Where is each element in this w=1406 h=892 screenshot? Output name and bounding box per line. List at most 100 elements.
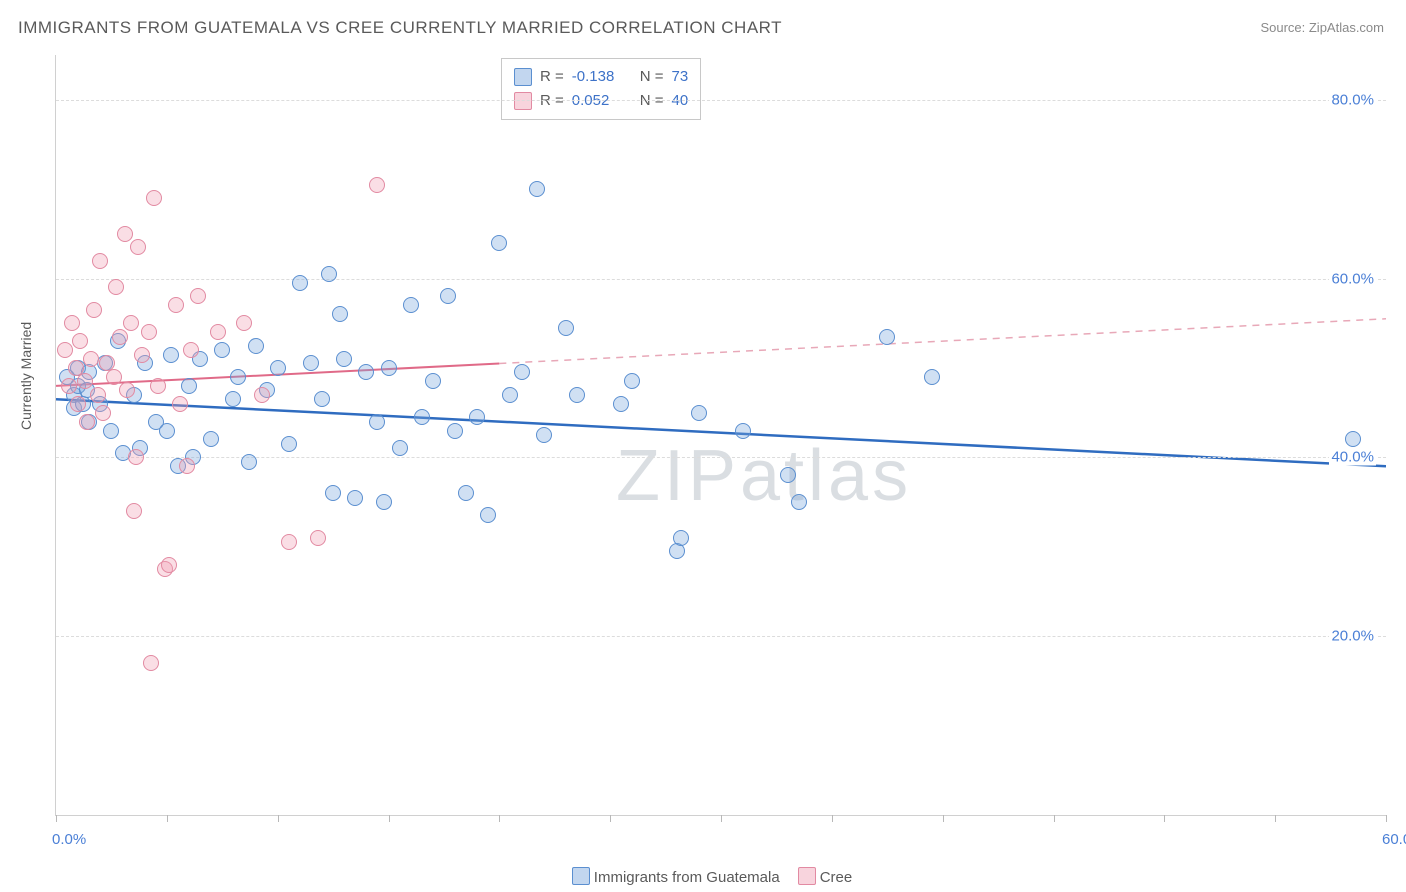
data-point	[624, 373, 640, 389]
x-tick-label: 0.0%	[52, 831, 86, 848]
data-point	[292, 275, 308, 291]
data-point	[414, 409, 430, 425]
x-tick	[167, 815, 168, 822]
data-point	[569, 387, 585, 403]
y-tick-label: 80.0%	[1329, 91, 1376, 108]
data-point	[480, 507, 496, 523]
data-point	[347, 490, 363, 506]
data-point	[691, 405, 707, 421]
data-point	[61, 378, 77, 394]
data-point	[447, 423, 463, 439]
x-tick	[499, 815, 500, 822]
data-point	[613, 396, 629, 412]
data-point	[92, 253, 108, 269]
y-tick-label: 40.0%	[1329, 449, 1376, 466]
x-tick	[278, 815, 279, 822]
data-point	[159, 423, 175, 439]
data-point	[321, 266, 337, 282]
x-tick-label: 60.0%	[1382, 831, 1406, 848]
data-point	[1345, 431, 1361, 447]
data-point	[440, 288, 456, 304]
data-point	[57, 342, 73, 358]
data-point	[150, 378, 166, 394]
legend-r-label: R =	[540, 89, 564, 113]
x-tick	[610, 815, 611, 822]
y-tick-label: 20.0%	[1329, 628, 1376, 645]
source-prefix: Source:	[1260, 20, 1308, 35]
data-point	[791, 494, 807, 510]
legend-series-label: Immigrants from Guatemala	[594, 869, 780, 886]
data-point	[95, 405, 111, 421]
data-point	[83, 351, 99, 367]
trend-lines-layer	[56, 55, 1386, 815]
trend-line	[56, 399, 1386, 466]
data-point	[325, 485, 341, 501]
data-point	[241, 454, 257, 470]
watermark: ZIPatlas	[616, 435, 912, 517]
chart-title: IMMIGRANTS FROM GUATEMALA VS CREE CURREN…	[18, 18, 782, 38]
data-point	[161, 557, 177, 573]
legend-r-label: R =	[540, 65, 564, 89]
data-point	[64, 315, 80, 331]
data-point	[281, 436, 297, 452]
legend-n-label: N =	[640, 65, 664, 89]
data-point	[112, 329, 128, 345]
data-point	[179, 458, 195, 474]
legend-row: R = 0.052 N = 40	[514, 89, 688, 113]
data-point	[86, 302, 102, 318]
data-point	[103, 423, 119, 439]
legend-swatch	[798, 867, 816, 885]
data-point	[248, 338, 264, 354]
gridline	[56, 279, 1386, 280]
legend-r-value: 0.052	[572, 89, 632, 113]
data-point	[673, 530, 689, 546]
source-name: ZipAtlas.com	[1309, 20, 1384, 35]
x-tick	[1054, 815, 1055, 822]
data-point	[128, 449, 144, 465]
legend-r-value: -0.138	[572, 65, 632, 89]
data-point	[469, 409, 485, 425]
data-point	[214, 342, 230, 358]
legend-swatch	[514, 92, 532, 110]
x-tick	[1164, 815, 1165, 822]
data-point	[924, 369, 940, 385]
data-point	[514, 364, 530, 380]
x-tick	[943, 815, 944, 822]
data-point	[270, 360, 286, 376]
data-point	[143, 655, 159, 671]
trend-line	[499, 319, 1386, 364]
data-point	[79, 414, 95, 430]
data-point	[117, 226, 133, 242]
data-point	[126, 503, 142, 519]
legend-swatch	[572, 867, 590, 885]
data-point	[780, 467, 796, 483]
y-axis-label: Currently Married	[18, 322, 34, 430]
data-point	[336, 351, 352, 367]
data-point	[119, 382, 135, 398]
data-point	[254, 387, 270, 403]
data-point	[183, 342, 199, 358]
data-point	[123, 315, 139, 331]
data-point	[369, 414, 385, 430]
data-point	[230, 369, 246, 385]
legend-n-value: 73	[672, 65, 689, 89]
data-point	[458, 485, 474, 501]
gridline	[56, 636, 1386, 637]
data-point	[108, 279, 124, 295]
data-point	[190, 288, 206, 304]
data-point	[168, 297, 184, 313]
data-point	[236, 315, 252, 331]
data-point	[332, 306, 348, 322]
legend-n-label: N =	[640, 89, 664, 113]
plot-area: ZIPatlas R = -0.138 N = 73 R = 0.052 N = 40 20.…	[55, 55, 1386, 816]
data-point	[735, 423, 751, 439]
x-tick	[389, 815, 390, 822]
y-tick-label: 60.0%	[1329, 270, 1376, 287]
data-point	[77, 373, 93, 389]
source-attribution: Source: ZipAtlas.com	[1260, 20, 1384, 35]
data-point	[90, 387, 106, 403]
legend-n-value: 40	[672, 89, 689, 113]
legend-swatch	[514, 68, 532, 86]
data-point	[72, 333, 88, 349]
data-point	[392, 440, 408, 456]
